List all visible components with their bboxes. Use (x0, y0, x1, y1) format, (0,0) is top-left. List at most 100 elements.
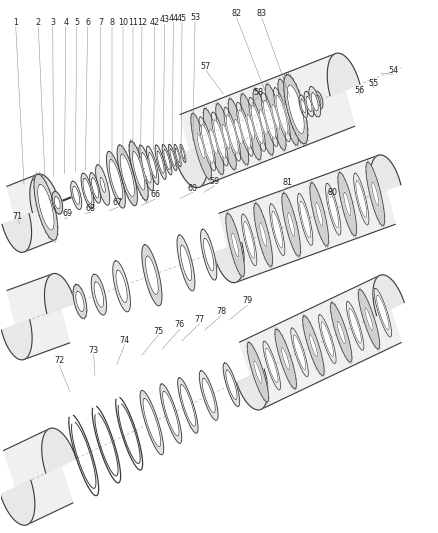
Polygon shape (199, 117, 215, 171)
Polygon shape (181, 148, 185, 159)
Polygon shape (178, 378, 198, 433)
Polygon shape (174, 144, 181, 167)
Polygon shape (260, 223, 267, 247)
Polygon shape (214, 120, 226, 158)
Polygon shape (157, 151, 164, 173)
Text: 73: 73 (88, 346, 99, 355)
Polygon shape (282, 348, 290, 370)
Polygon shape (321, 322, 334, 357)
Polygon shape (2, 214, 32, 252)
Polygon shape (272, 212, 283, 248)
Polygon shape (293, 335, 306, 369)
Text: 57: 57 (201, 62, 211, 70)
Polygon shape (71, 181, 81, 209)
Polygon shape (100, 177, 105, 192)
Polygon shape (175, 145, 208, 188)
Polygon shape (236, 102, 253, 156)
Polygon shape (349, 309, 361, 343)
Text: 5: 5 (74, 18, 79, 27)
Polygon shape (1, 320, 32, 360)
Polygon shape (365, 308, 373, 330)
Polygon shape (331, 303, 352, 362)
Polygon shape (318, 314, 336, 364)
Text: 1: 1 (13, 18, 18, 27)
Polygon shape (42, 428, 76, 473)
Text: 75: 75 (153, 327, 163, 336)
Polygon shape (83, 178, 92, 204)
Text: 72: 72 (54, 357, 64, 366)
Polygon shape (297, 193, 313, 245)
Polygon shape (226, 213, 244, 277)
Text: 55: 55 (368, 79, 378, 88)
Polygon shape (314, 91, 323, 109)
Polygon shape (109, 159, 123, 200)
Polygon shape (54, 197, 60, 209)
Polygon shape (337, 321, 345, 344)
Polygon shape (310, 183, 328, 246)
Polygon shape (373, 275, 404, 316)
Text: 58: 58 (253, 88, 263, 97)
Polygon shape (232, 233, 239, 257)
Polygon shape (372, 182, 379, 206)
Polygon shape (73, 186, 80, 205)
Polygon shape (228, 99, 249, 165)
Polygon shape (224, 107, 240, 161)
Text: 12: 12 (137, 18, 147, 27)
Polygon shape (180, 144, 186, 163)
Polygon shape (81, 173, 94, 208)
Polygon shape (212, 112, 228, 166)
Text: 4: 4 (64, 18, 68, 27)
Polygon shape (265, 348, 278, 383)
Text: 3: 3 (50, 18, 55, 27)
Polygon shape (274, 88, 290, 142)
Polygon shape (244, 222, 254, 258)
Polygon shape (259, 109, 267, 134)
Text: 81: 81 (283, 178, 293, 187)
Polygon shape (316, 95, 321, 106)
Text: 66: 66 (150, 190, 160, 199)
Polygon shape (275, 329, 297, 389)
Polygon shape (270, 204, 285, 255)
Polygon shape (346, 302, 364, 350)
Polygon shape (143, 399, 161, 447)
Polygon shape (316, 203, 323, 227)
Polygon shape (288, 213, 295, 237)
Polygon shape (282, 193, 300, 256)
Polygon shape (7, 174, 55, 252)
Text: 8: 8 (110, 18, 115, 27)
Polygon shape (284, 75, 308, 144)
Polygon shape (162, 391, 179, 436)
Polygon shape (129, 141, 148, 200)
Text: 76: 76 (175, 320, 185, 329)
Polygon shape (304, 91, 314, 117)
Polygon shape (7, 274, 70, 359)
Polygon shape (120, 154, 134, 197)
Text: 44: 44 (168, 14, 178, 23)
Polygon shape (91, 274, 106, 315)
Polygon shape (370, 155, 401, 195)
Polygon shape (263, 341, 281, 390)
Polygon shape (210, 129, 217, 154)
Text: 77: 77 (194, 315, 205, 324)
Polygon shape (95, 165, 110, 205)
Polygon shape (366, 163, 385, 225)
Polygon shape (201, 125, 213, 163)
Text: 82: 82 (231, 9, 241, 18)
Polygon shape (197, 134, 205, 159)
Polygon shape (180, 54, 355, 187)
Polygon shape (106, 151, 125, 208)
Polygon shape (303, 316, 324, 375)
Polygon shape (52, 191, 63, 214)
Polygon shape (30, 174, 59, 213)
Polygon shape (180, 245, 192, 281)
Polygon shape (253, 89, 273, 155)
Polygon shape (254, 203, 272, 266)
Text: 67: 67 (113, 198, 123, 207)
Polygon shape (132, 151, 145, 190)
Polygon shape (276, 95, 288, 134)
Polygon shape (76, 291, 84, 312)
Polygon shape (203, 109, 224, 174)
Polygon shape (377, 295, 389, 330)
Text: 68: 68 (85, 204, 95, 213)
Polygon shape (45, 273, 75, 313)
